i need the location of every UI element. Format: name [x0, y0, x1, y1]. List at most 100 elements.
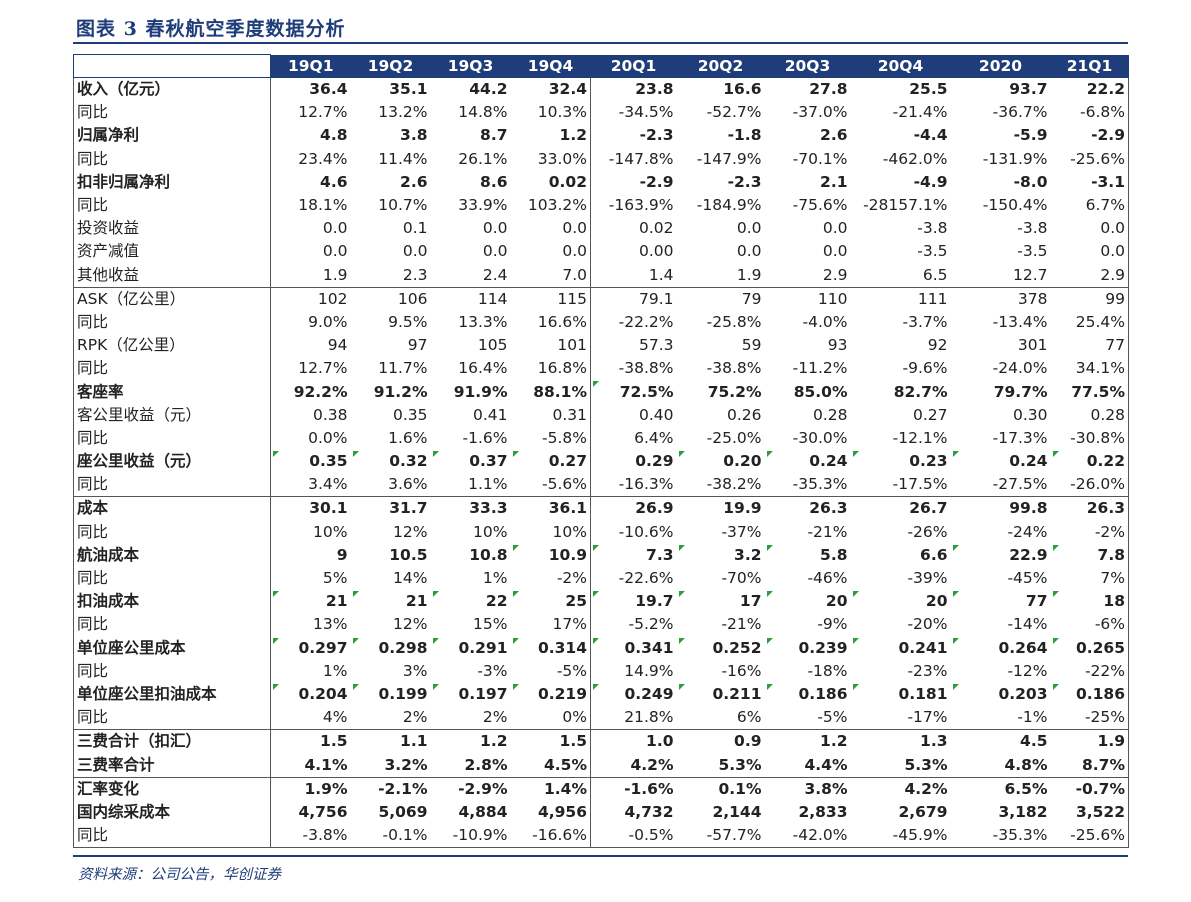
table-cell: 3%	[402, 661, 428, 680]
row-label: 投资收益	[73, 217, 271, 241]
row-label: 同比	[73, 147, 271, 171]
table-cell: 1.1%	[468, 475, 508, 494]
table-cell: 102	[270, 286, 351, 311]
table-cell: 1.9	[270, 263, 351, 288]
table-cell: -34.5%	[590, 101, 677, 125]
table-cell: -16.3%	[590, 473, 677, 497]
table-cell: 33.3	[430, 496, 511, 521]
table-cell: -30.0%	[792, 428, 848, 447]
table-row: 收入（亿元） 36.4 35.1 44.2 32.4 23.8 16.6 27.8 25.5 93…	[73, 77, 1129, 102]
table-cell: 4,884	[458, 802, 508, 821]
table-cell: 36.1	[510, 496, 591, 521]
table-cell: 0.38	[270, 403, 351, 427]
table-cell: 14%	[393, 569, 428, 588]
table-cell: 7.3	[590, 543, 677, 567]
table-cell: -45%	[1007, 569, 1048, 588]
table-row: 客座率 92.2% 91.2% 91.9% 88.1% 72.5% 75.2% 85.0% 82…	[73, 380, 1129, 404]
table-cell: -52.7%	[706, 103, 762, 122]
table-cell: 3,182	[998, 802, 1048, 821]
table-cell: 0.0	[1050, 217, 1129, 241]
row-label: 客公里收益（元）	[73, 403, 271, 427]
table-row: 归属净利 4.8 3.8 8.7 1.2 -2.3 -1.8 2.6 -4.4 -5.9 -2.9	[73, 124, 1129, 148]
table-cell: -17.5%	[892, 475, 948, 494]
column-header: 20Q3	[764, 54, 851, 78]
row-label: 同比	[73, 357, 271, 381]
table-cell: 2.9	[822, 265, 848, 284]
table-cell: 10.9	[511, 544, 591, 567]
table-cell: 0.00	[590, 240, 677, 264]
row-label: 单位座公里成本	[73, 636, 271, 660]
table-cell: 1.2	[559, 126, 587, 145]
table-row: 资产减值 0.0 0.0 0.0 0.0 0.00 0.0 0.0 -3.5 -3.5 0.0	[73, 240, 1129, 264]
table-cell: 26.3	[1050, 496, 1129, 521]
row-label: 收入（亿元）	[73, 77, 271, 102]
row-label: 归属净利	[73, 124, 271, 148]
table-cell: -21%	[807, 522, 848, 541]
table-row: 扣非归属净利 4.6 2.6 8.6 0.02 -2.9 -2.3 2.1 -4.9 -8.0 -3…	[73, 170, 1129, 194]
table-cell: 4.5%	[544, 755, 587, 774]
table-cell: -38.8%	[590, 357, 677, 381]
row-label: 同比	[73, 706, 271, 730]
table-cell: -1.6%	[462, 428, 508, 447]
table-cell: 14.9%	[590, 659, 677, 683]
table-cell: 4,732	[590, 800, 677, 824]
table-cell: 0%	[562, 708, 587, 727]
table-cell: 4.1%	[270, 753, 351, 778]
table-row: 国内综采成本 4,756 5,069 4,884 4,956 4,732 2,144 2,83…	[73, 800, 1129, 824]
table-cell: 2%	[402, 708, 428, 727]
table-cell: 0.24	[765, 450, 851, 473]
table-cell: 33.0%	[537, 149, 587, 168]
table-cell: -4.4	[913, 126, 948, 145]
table-cell: 378	[950, 286, 1051, 311]
table-cell: 110	[764, 286, 851, 311]
table-cell: -45.9%	[850, 824, 951, 849]
table-cell: 2%	[482, 708, 508, 727]
table-cell: -12%	[1007, 661, 1048, 680]
table-cell: 20	[765, 590, 851, 613]
table-cell: 18	[1050, 590, 1129, 614]
table-cell: 0.297	[270, 636, 351, 660]
table-cell: 99	[1050, 286, 1129, 311]
table-cell: -28157.1%	[863, 196, 948, 215]
table-cell: 8.7	[480, 126, 508, 145]
table-cell: 77.5%	[1050, 380, 1129, 404]
table-cell: -27.5%	[992, 475, 1048, 494]
title-divider	[73, 42, 1128, 44]
table-cell: -25.6%	[1050, 147, 1129, 171]
table-cell: 75.2%	[707, 382, 762, 401]
row-label: 同比	[73, 824, 271, 849]
table-cell: -3.5	[1017, 242, 1048, 261]
table-cell: 0.02	[548, 172, 587, 191]
table-cell: 2.3	[402, 265, 428, 284]
table-cell: -150.4%	[982, 196, 1048, 215]
table-cell: 3,522	[1050, 800, 1129, 824]
table-row: 同比 1% 3% -3% -5% 14.9% -16% -18% -23% -12% -22%	[73, 659, 1129, 683]
table-cell: 13%	[270, 613, 351, 637]
table-cell: 10%	[270, 520, 351, 544]
table-cell: 1.6%	[388, 428, 428, 447]
table-cell: -2.9	[590, 170, 677, 194]
table-cell: 106	[350, 286, 431, 311]
table-cell: -16%	[721, 661, 762, 680]
table-cell: -46%	[807, 569, 848, 588]
table-cell: -9.6%	[902, 359, 948, 378]
table-cell: 26.7	[850, 496, 951, 521]
table-cell: 0.0	[402, 242, 428, 261]
table-cell: 57.3	[590, 334, 677, 358]
table-cell: 15%	[473, 615, 508, 634]
table-cell: 22.2	[1050, 77, 1129, 102]
table-cell: 4.8%	[1004, 755, 1048, 774]
table-cell: -26%	[907, 522, 948, 541]
table-row: 同比 10% 12% 10% 10% -10.6% -37% -21% -26% -24% -2%	[73, 520, 1129, 544]
table-cell: -3.8%	[270, 824, 351, 849]
table-cell: 12.7%	[270, 357, 351, 381]
table-cell: 23.8	[590, 77, 677, 102]
row-label: 同比	[73, 613, 271, 637]
table-cell: 72.5%	[590, 380, 677, 404]
table-cell: -25.8%	[706, 312, 762, 331]
table-cell: 82.7%	[893, 382, 948, 401]
table-cell: 1.5	[270, 729, 351, 754]
table-row: 三费率合计 4.1% 3.2% 2.8% 4.5% 4.2% 5.3% 4.4% 5.3% 4.8…	[73, 753, 1129, 778]
table-cell: 99.8	[950, 496, 1051, 521]
table-cell: -17%	[907, 708, 948, 727]
